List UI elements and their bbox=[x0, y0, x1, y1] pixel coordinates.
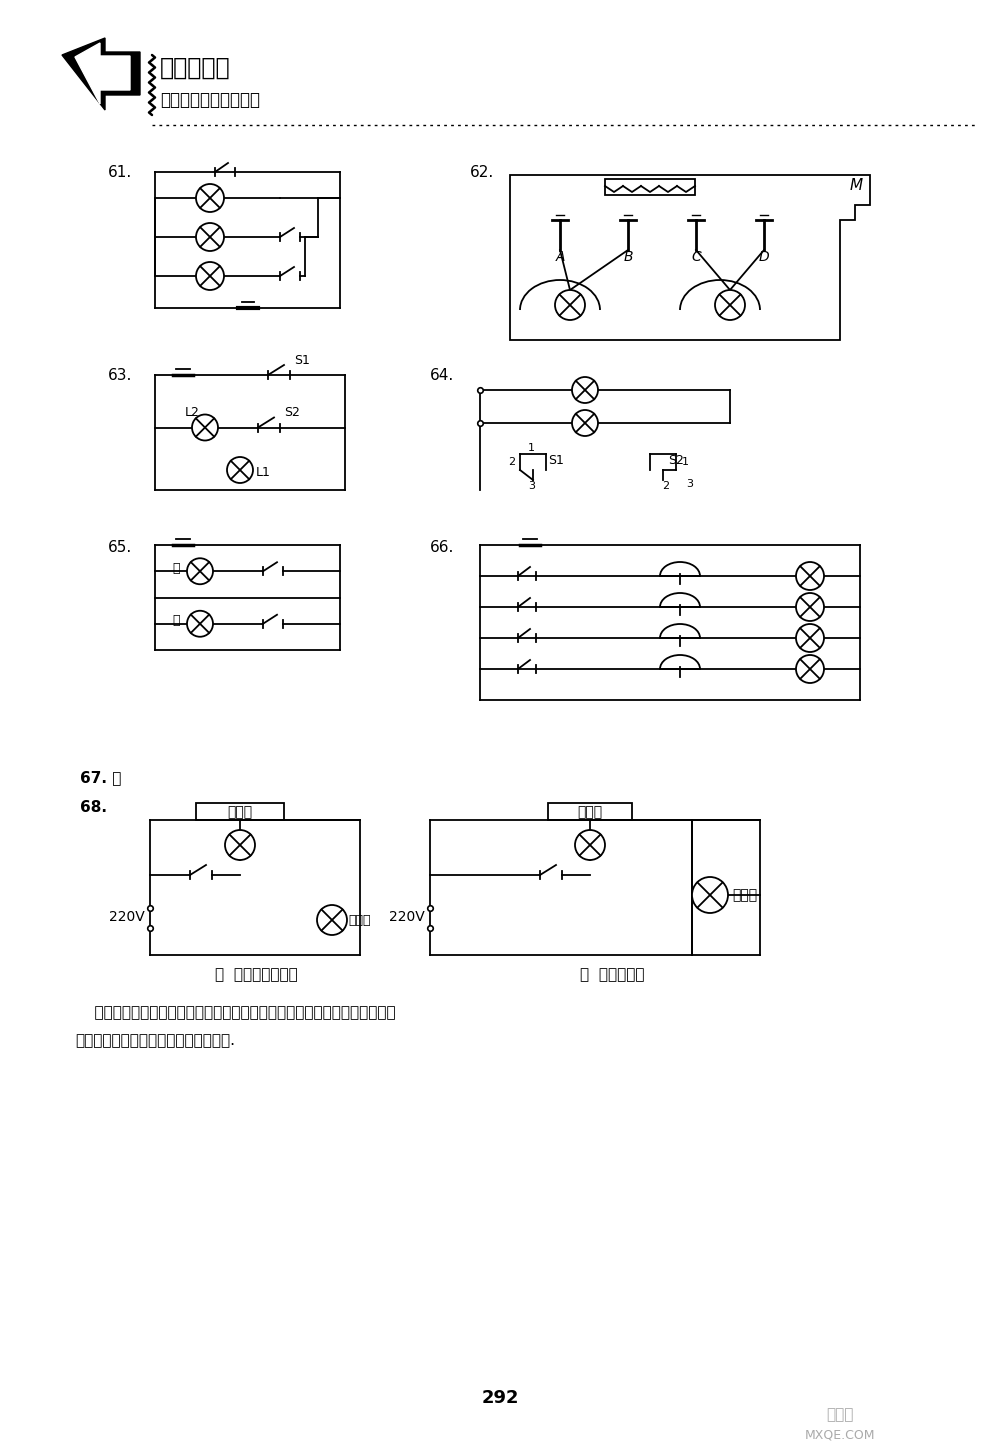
Text: L2: L2 bbox=[185, 405, 200, 418]
Bar bbox=[605, 179, 695, 195]
Circle shape bbox=[692, 878, 728, 912]
Text: 66.: 66. bbox=[430, 541, 454, 555]
Circle shape bbox=[196, 222, 224, 251]
Text: 室内灯: 室内灯 bbox=[732, 888, 757, 902]
Circle shape bbox=[187, 558, 213, 584]
Polygon shape bbox=[62, 38, 140, 110]
Text: M: M bbox=[850, 177, 863, 192]
Circle shape bbox=[317, 905, 347, 934]
Text: 院子灯: 院子灯 bbox=[577, 805, 603, 819]
Text: 院子灯: 院子灯 bbox=[227, 805, 253, 819]
Text: 64.: 64. bbox=[430, 368, 454, 384]
Text: 物理九年级（上科版）: 物理九年级（上科版） bbox=[160, 92, 260, 109]
Text: 当开关断开时，两灯串联，都发光但亮度较低；当开关闭合时，院子里的灯: 当开关断开时，两灯串联，都发光但亮度较低；当开关闭合时，院子里的灯 bbox=[75, 1005, 396, 1020]
Bar bbox=[548, 804, 632, 819]
Circle shape bbox=[196, 185, 224, 212]
Circle shape bbox=[192, 414, 218, 440]
Text: 2: 2 bbox=[508, 458, 515, 466]
Text: MXQE.COM: MXQE.COM bbox=[805, 1428, 875, 1441]
Text: 尖子生题库: 尖子生题库 bbox=[160, 57, 231, 80]
Text: 1: 1 bbox=[682, 458, 689, 466]
Text: 67. 略: 67. 略 bbox=[80, 770, 121, 785]
Text: S1: S1 bbox=[294, 355, 310, 368]
Text: S1: S1 bbox=[548, 453, 564, 466]
Circle shape bbox=[796, 562, 824, 590]
Text: L1: L1 bbox=[256, 465, 271, 478]
Text: B: B bbox=[623, 250, 633, 264]
Circle shape bbox=[796, 593, 824, 620]
Text: 绿: 绿 bbox=[173, 615, 180, 628]
Text: 65.: 65. bbox=[108, 541, 132, 555]
Text: A: A bbox=[555, 250, 565, 264]
Circle shape bbox=[187, 610, 213, 636]
Text: 220V: 220V bbox=[389, 910, 425, 924]
Text: 室内灯: 室内灯 bbox=[348, 914, 370, 927]
Text: 红: 红 bbox=[173, 562, 180, 575]
Circle shape bbox=[225, 830, 255, 860]
Text: 3: 3 bbox=[528, 481, 535, 491]
Polygon shape bbox=[75, 44, 130, 105]
Text: 62.: 62. bbox=[470, 166, 494, 180]
Text: 63.: 63. bbox=[108, 368, 132, 384]
Circle shape bbox=[572, 410, 598, 436]
Text: 乙  正确的电路: 乙 正确的电路 bbox=[580, 968, 644, 982]
Text: 被短路，不能发光，而室内灯正常发光.: 被短路，不能发光，而室内灯正常发光. bbox=[75, 1033, 235, 1048]
Text: 答案圈: 答案圈 bbox=[826, 1408, 854, 1422]
Text: C: C bbox=[691, 250, 701, 264]
Text: 220V: 220V bbox=[109, 910, 145, 924]
Text: D: D bbox=[759, 250, 769, 264]
Text: 2: 2 bbox=[662, 481, 669, 491]
Circle shape bbox=[196, 262, 224, 291]
Text: 甲  学徒电工的电路: 甲 学徒电工的电路 bbox=[215, 968, 298, 982]
Circle shape bbox=[715, 291, 745, 320]
Circle shape bbox=[555, 291, 585, 320]
Text: 68.: 68. bbox=[80, 801, 107, 815]
Text: 1: 1 bbox=[528, 443, 535, 453]
Circle shape bbox=[575, 830, 605, 860]
Text: 61.: 61. bbox=[108, 166, 132, 180]
Text: 3: 3 bbox=[686, 479, 693, 490]
Circle shape bbox=[227, 458, 253, 482]
Text: S2: S2 bbox=[668, 453, 684, 466]
Text: S2: S2 bbox=[284, 407, 300, 420]
Circle shape bbox=[796, 655, 824, 683]
Bar bbox=[196, 804, 284, 819]
Text: 292: 292 bbox=[481, 1389, 519, 1407]
Circle shape bbox=[572, 376, 598, 402]
Circle shape bbox=[796, 623, 824, 652]
